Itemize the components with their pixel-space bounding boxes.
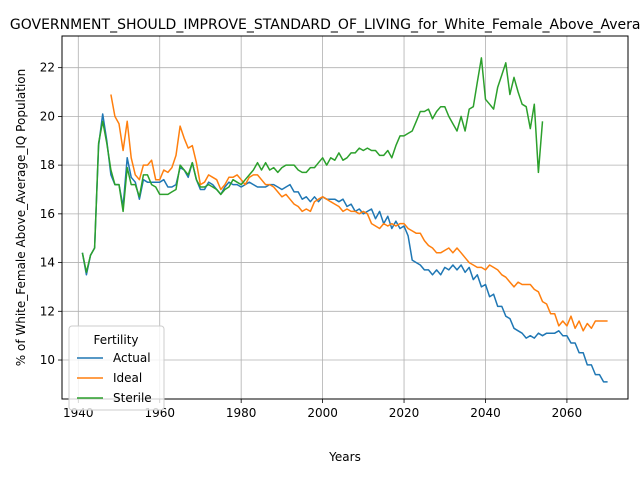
y-axis-ticks: 10 12 14 16 18 20 22 bbox=[40, 61, 62, 367]
legend-box bbox=[68, 325, 165, 411]
x-tick-label: 2000 bbox=[307, 406, 338, 420]
legend-label-ideal: Ideal bbox=[113, 371, 142, 385]
y-tick-label: 10 bbox=[40, 353, 55, 367]
y-tick-label: 12 bbox=[40, 304, 55, 318]
series-line-actual bbox=[81, 113, 608, 383]
legend-label-actual: Actual bbox=[113, 351, 151, 365]
x-tick-label: 2060 bbox=[552, 406, 583, 420]
y-tick-label: 14 bbox=[40, 256, 55, 270]
legend-label-sterile: Sterile bbox=[113, 391, 152, 405]
x-tick-label: 2040 bbox=[470, 406, 501, 420]
series-line-sterile bbox=[81, 57, 544, 274]
x-axis-label: Years bbox=[328, 450, 361, 464]
plot-frame bbox=[61, 35, 629, 400]
legend: Fertility Actual Ideal Sterile bbox=[68, 325, 165, 411]
legend-title: Fertility bbox=[93, 333, 138, 347]
y-tick-label: 16 bbox=[40, 207, 55, 221]
y-axis-label: % of White_Female Above_Average_IQ Popul… bbox=[14, 69, 28, 366]
y-tick-label: 20 bbox=[40, 109, 55, 123]
y-tick-label: 22 bbox=[40, 61, 55, 75]
x-tick-label: 1980 bbox=[226, 406, 257, 420]
x-tick-label: 2020 bbox=[389, 406, 420, 420]
y-tick-label: 18 bbox=[40, 158, 55, 172]
series-line-ideal bbox=[110, 94, 608, 332]
series-layer bbox=[81, 57, 608, 383]
chart-title: GOVERNMENT_SHOULD_IMPROVE_STANDARD_OF_LI… bbox=[10, 17, 640, 33]
